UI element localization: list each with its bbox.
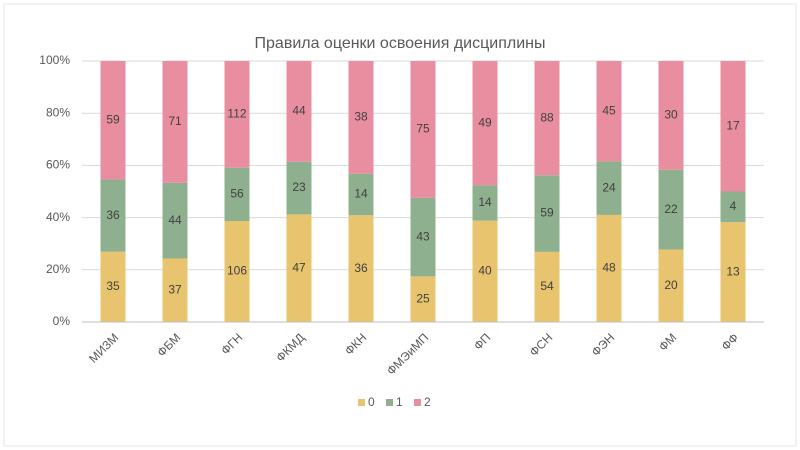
legend-label: 0 — [368, 395, 375, 409]
data-label: 59 — [540, 206, 554, 220]
data-label: 44 — [168, 213, 182, 227]
bar-segment — [410, 61, 436, 198]
bar-segment — [658, 61, 684, 170]
y-tick-label: 100% — [39, 53, 70, 67]
bar-segment — [658, 249, 684, 322]
bar-segment — [472, 220, 498, 322]
data-label: 44 — [292, 104, 306, 118]
y-tick-label: 80% — [46, 105, 70, 119]
data-label: 20 — [664, 278, 678, 292]
legend-swatch — [414, 399, 421, 406]
data-label: 17 — [726, 118, 740, 132]
y-tick-label: 40% — [46, 210, 70, 224]
bar-segment — [410, 276, 436, 322]
bar-segment — [100, 251, 126, 322]
legend-swatch — [386, 399, 393, 406]
legend-label: 2 — [424, 395, 431, 409]
data-label: 56 — [230, 187, 244, 201]
data-label: 45 — [602, 103, 616, 117]
data-label: 14 — [478, 195, 492, 209]
y-tick-label: 0% — [53, 314, 71, 328]
data-label: 54 — [540, 279, 554, 293]
data-label: 13 — [726, 264, 740, 278]
data-label: 38 — [354, 110, 368, 124]
data-label: 47 — [292, 260, 306, 274]
bar-segment — [224, 221, 250, 322]
bar-segment — [720, 61, 746, 192]
bar-segment — [720, 222, 746, 322]
data-label: 14 — [354, 187, 368, 201]
data-label: 59 — [106, 112, 120, 126]
bar-segment — [100, 61, 126, 180]
bar-segment — [596, 161, 622, 215]
data-label: 25 — [416, 291, 430, 305]
data-label: 35 — [106, 279, 120, 293]
data-label: 36 — [354, 261, 368, 275]
bar-segment — [596, 61, 622, 162]
data-label: 22 — [664, 202, 678, 216]
bar-segment — [348, 173, 374, 216]
data-label: 106 — [227, 264, 247, 278]
legend-swatch — [358, 399, 365, 406]
data-label: 49 — [478, 115, 492, 129]
bar-segment — [534, 61, 560, 176]
bar-segment — [720, 191, 746, 223]
bar-segment — [100, 179, 126, 252]
bar-segment — [658, 169, 684, 250]
y-tick-label: 20% — [46, 262, 70, 276]
bar-segment — [224, 167, 250, 222]
data-label: 71 — [168, 114, 182, 128]
data-label: 4 — [730, 199, 737, 213]
bar-segment — [472, 185, 498, 221]
data-label: 75 — [416, 122, 430, 136]
bar-segment — [534, 175, 560, 252]
data-label: 24 — [602, 180, 616, 194]
data-label: 37 — [168, 282, 182, 296]
bar-segment — [410, 197, 436, 277]
y-tick-label: 60% — [46, 158, 70, 172]
data-label: 48 — [602, 261, 616, 275]
data-label: 30 — [664, 108, 678, 122]
bar-segment — [348, 61, 374, 174]
data-label: 88 — [540, 110, 554, 124]
bar-segment — [472, 61, 498, 186]
bar-segment — [286, 161, 312, 215]
bar-segment — [162, 61, 188, 183]
data-label: 43 — [416, 229, 430, 243]
bar-segment — [596, 214, 622, 322]
data-label: 40 — [478, 263, 492, 277]
chart-title: Правила оценки освоения дисциплины — [255, 35, 546, 52]
bar-segment — [286, 61, 312, 162]
bar-segment — [224, 61, 250, 168]
legend-label: 1 — [396, 395, 403, 409]
data-label: 36 — [106, 208, 120, 222]
bar-segment — [162, 182, 188, 259]
bar-segment — [348, 215, 374, 322]
bar-segment — [162, 258, 188, 322]
bar-segment — [534, 251, 560, 322]
data-label: 23 — [292, 180, 306, 194]
bar-segment — [286, 214, 312, 322]
data-label: 112 — [227, 107, 246, 121]
